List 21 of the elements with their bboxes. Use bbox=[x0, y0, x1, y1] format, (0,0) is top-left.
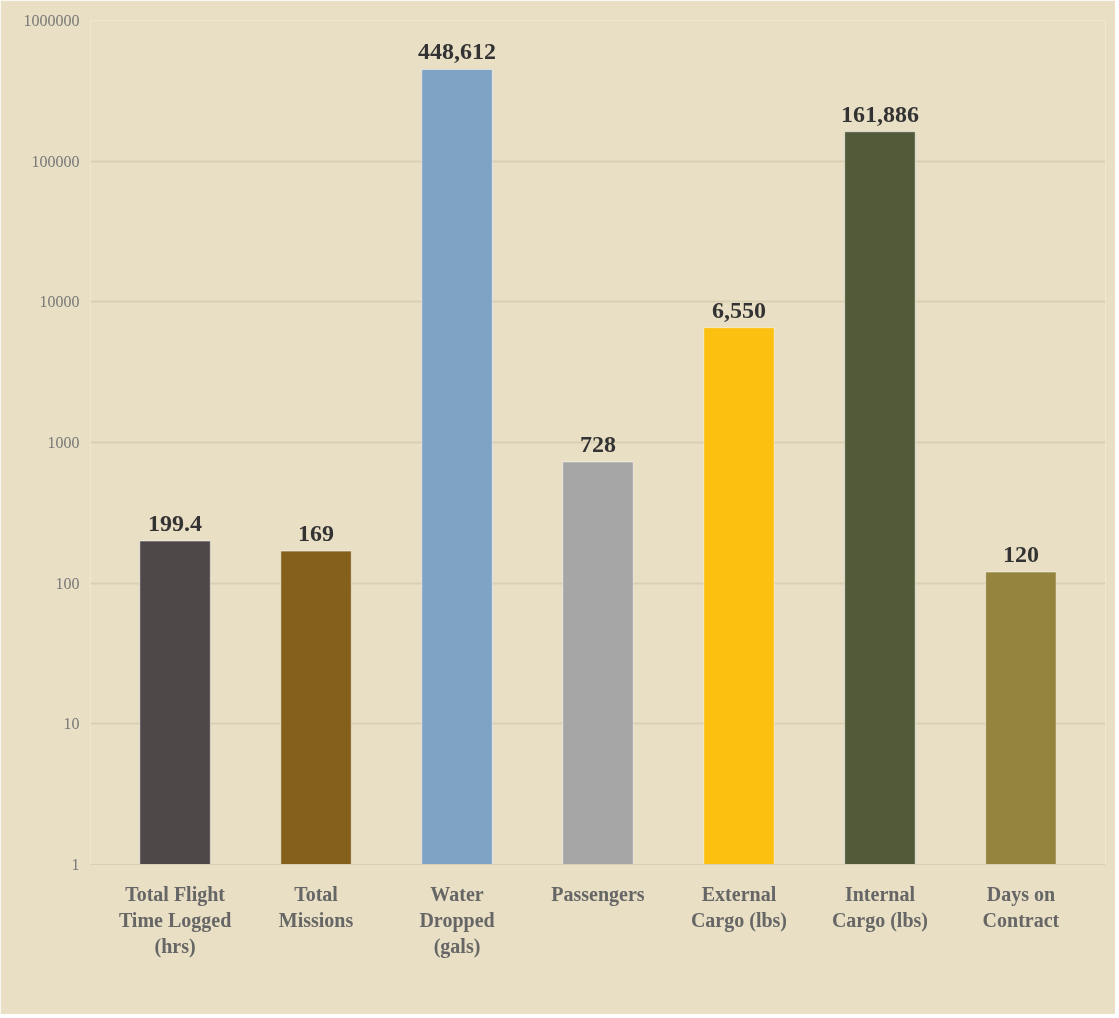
data-label: 120 bbox=[1002, 541, 1039, 568]
data-label: 728 bbox=[580, 430, 616, 457]
data-label: 169 bbox=[298, 520, 335, 547]
x-tick-label: External Cargo (lbs) bbox=[690, 882, 788, 932]
y-tick-label: 10 bbox=[63, 715, 80, 733]
y-tick-label: 1 bbox=[71, 856, 80, 873]
data-label: 6,550 bbox=[711, 296, 766, 323]
data-label: 448,612 bbox=[418, 38, 497, 65]
x-tick-label: Passengers bbox=[551, 882, 645, 906]
x-tick-label: Water Dropped (gals) bbox=[419, 882, 495, 959]
x-tick-label: Total Missions bbox=[278, 882, 354, 931]
y-tick-label: 100000 bbox=[31, 152, 80, 170]
y-tick-label: 1000 bbox=[47, 434, 80, 451]
data-label: 161,886 bbox=[840, 100, 919, 127]
y-tick-label: 10000 bbox=[39, 293, 80, 311]
data-label: 199.4 bbox=[148, 510, 203, 537]
y-tick-label: 100 bbox=[55, 574, 80, 592]
x-tick-label: Total Flight Time Logged (hrs) bbox=[118, 882, 232, 959]
y-tick-label: 1000000 bbox=[23, 12, 80, 29]
x-tick-label: Internal Cargo (lbs) bbox=[831, 882, 928, 932]
x-tick-label: Days on Contract bbox=[982, 882, 1060, 931]
